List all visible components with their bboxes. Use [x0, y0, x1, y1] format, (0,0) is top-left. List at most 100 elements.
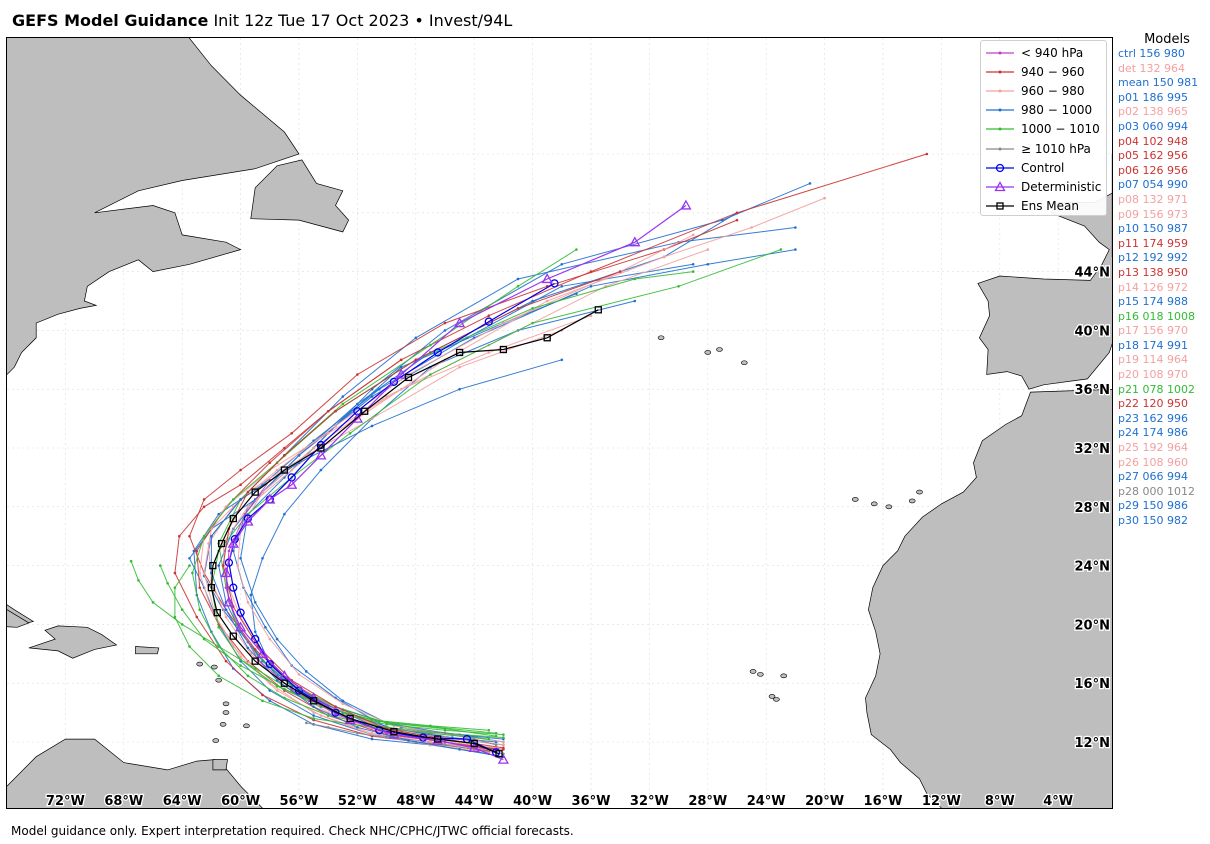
track-point	[589, 285, 593, 288]
track-point	[356, 726, 359, 729]
track-point	[249, 593, 253, 597]
legend-swatch-dot	[998, 51, 1002, 54]
track-point	[925, 152, 929, 156]
legend-item: Deterministic	[985, 177, 1101, 196]
control-track-marker	[550, 279, 559, 288]
track-point	[312, 717, 315, 720]
control-track-marker	[389, 377, 399, 387]
track-point	[217, 564, 220, 567]
track-point	[246, 601, 250, 604]
track-point	[356, 402, 359, 406]
track-point	[268, 699, 272, 703]
model-entry: p12 192 992	[1118, 251, 1188, 265]
model-entry: p21 078 1002	[1118, 382, 1195, 396]
track-point	[198, 586, 202, 589]
track-point	[202, 498, 206, 501]
track-point	[531, 321, 534, 325]
legend-swatch	[986, 108, 1014, 112]
models-title: Models	[1144, 32, 1190, 47]
track-point	[224, 586, 228, 589]
deterministic-track-marker	[234, 621, 247, 632]
deterministic-track-marker	[242, 515, 254, 526]
lon-label: 4°W	[1043, 794, 1073, 809]
ens-mean-track-marker	[390, 728, 398, 736]
model-entry: mean 150 981	[1118, 76, 1199, 90]
track-point	[326, 432, 330, 435]
track-point	[458, 365, 461, 369]
lon-label: 68°W	[104, 794, 143, 809]
model-entry: p23 162 996	[1118, 411, 1188, 425]
ens-mean-track-marker	[499, 345, 508, 354]
legend-swatch	[986, 51, 1014, 54]
track-point	[261, 693, 264, 697]
track-point	[192, 549, 196, 553]
model-entry: p17 156 970	[1118, 324, 1188, 338]
track-point	[297, 454, 301, 457]
model-entry: ctrl 156 980	[1118, 47, 1185, 60]
track-point	[341, 699, 345, 703]
track-point	[407, 739, 410, 742]
legend-label: 960 − 980	[1021, 83, 1085, 98]
island-land	[757, 672, 764, 677]
legend-swatch-circle	[995, 163, 1005, 172]
chart-title-rest: Init 12z Tue 17 Oct 2023 • Invest/94L	[213, 11, 513, 30]
track-point	[305, 670, 308, 673]
legend-swatch-dot	[998, 147, 1002, 150]
control-track-marker	[229, 583, 238, 592]
track-point	[706, 248, 710, 251]
legend-label: < 940 hPa	[1021, 45, 1084, 60]
track-point	[312, 711, 315, 714]
legend-label: 940 − 960	[1021, 64, 1085, 79]
track-point	[334, 424, 337, 428]
legend-item: 980 − 1000	[985, 101, 1092, 120]
legend-swatch	[986, 70, 1014, 74]
track-point	[243, 512, 247, 516]
lat-label: 12°N	[1075, 736, 1110, 751]
track-point	[180, 608, 184, 611]
track-point	[210, 608, 213, 611]
model-entry: p14 126 972	[1118, 280, 1188, 294]
legend-swatch	[986, 89, 1014, 93]
lat-label: 28°N	[1075, 501, 1110, 516]
land-masses	[7, 38, 1112, 808]
track-point	[399, 365, 403, 369]
model-entry: p29 150 986	[1118, 499, 1188, 513]
track-point	[246, 674, 250, 678]
track-point	[326, 726, 330, 729]
track-point	[188, 645, 191, 648]
legend-swatch-dot	[998, 108, 1002, 112]
model-entry: p27 066 994	[1118, 470, 1188, 484]
track-point	[275, 689, 279, 692]
deterministic-track-marker	[264, 493, 276, 504]
track-point	[275, 637, 279, 641]
track-point	[735, 218, 739, 222]
lon-label: 24°W	[747, 794, 786, 809]
deterministic-track-marker	[220, 567, 232, 578]
track-point	[261, 556, 264, 560]
ensemble-member-track	[240, 293, 577, 740]
models-list: ctrl 156 980 det 132 964 mean 150 981 p01 1…	[1118, 47, 1210, 529]
track-point	[224, 608, 228, 611]
deterministic-track-marker	[286, 478, 298, 489]
ensemble-member-track	[196, 153, 927, 750]
ens-mean-track-marker	[207, 584, 216, 592]
track-point	[443, 329, 447, 332]
legend-swatch	[986, 202, 1014, 210]
track-point	[180, 623, 184, 626]
track-point	[487, 737, 491, 741]
legend-item: Ens Mean	[985, 197, 1079, 216]
track-point	[458, 387, 461, 391]
chart-title-bold: GEFS Model Guidance	[12, 11, 209, 30]
island-land	[851, 497, 859, 502]
model-entry: det 132 964	[1118, 61, 1186, 75]
ensemble-member-track	[222, 197, 825, 746]
track-point	[691, 270, 695, 273]
island-land	[212, 738, 220, 743]
deterministic-track-marker	[453, 317, 466, 328]
track-point	[305, 721, 308, 725]
model-entry: p09 156 973	[1118, 207, 1188, 221]
ens-mean-track-marker	[594, 306, 602, 314]
track-point	[487, 314, 491, 318]
track-point	[370, 424, 374, 428]
track-point	[794, 226, 797, 229]
